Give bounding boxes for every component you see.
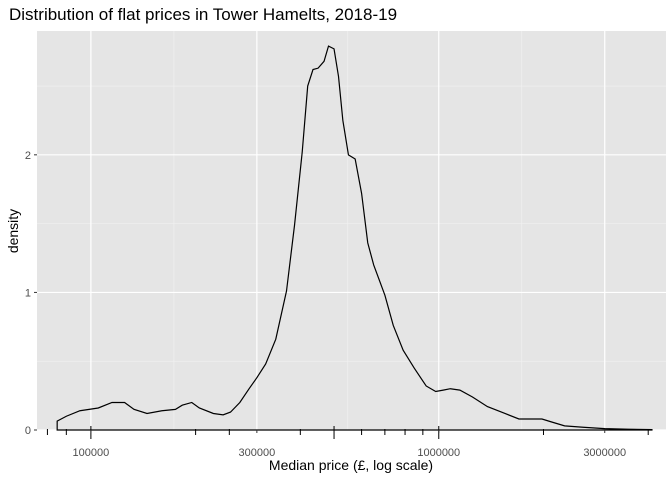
x-axis-label: Median price (£, log scale) — [269, 457, 433, 473]
density-curve — [56, 45, 653, 431]
y-tick-label: 0 — [25, 425, 31, 437]
x-tick-label: 3000000 — [583, 447, 626, 459]
plot-panel — [37, 31, 666, 430]
y-axis-label: density — [5, 209, 21, 253]
x-axis-ticks: 100000 300000 1000000 3000000 — [73, 430, 626, 459]
chart-title: Distribution of flat prices in Tower Ham… — [9, 5, 397, 24]
x-tick-label: 1000000 — [417, 447, 460, 459]
x-tick-label: 100000 — [73, 447, 110, 459]
minor-gridlines — [37, 31, 666, 430]
x-tick-label: 300000 — [239, 447, 276, 459]
y-axis-ticks: 0 1 2 — [25, 150, 37, 437]
y-tick-label: 2 — [25, 150, 31, 162]
y-tick-label: 1 — [25, 287, 31, 299]
